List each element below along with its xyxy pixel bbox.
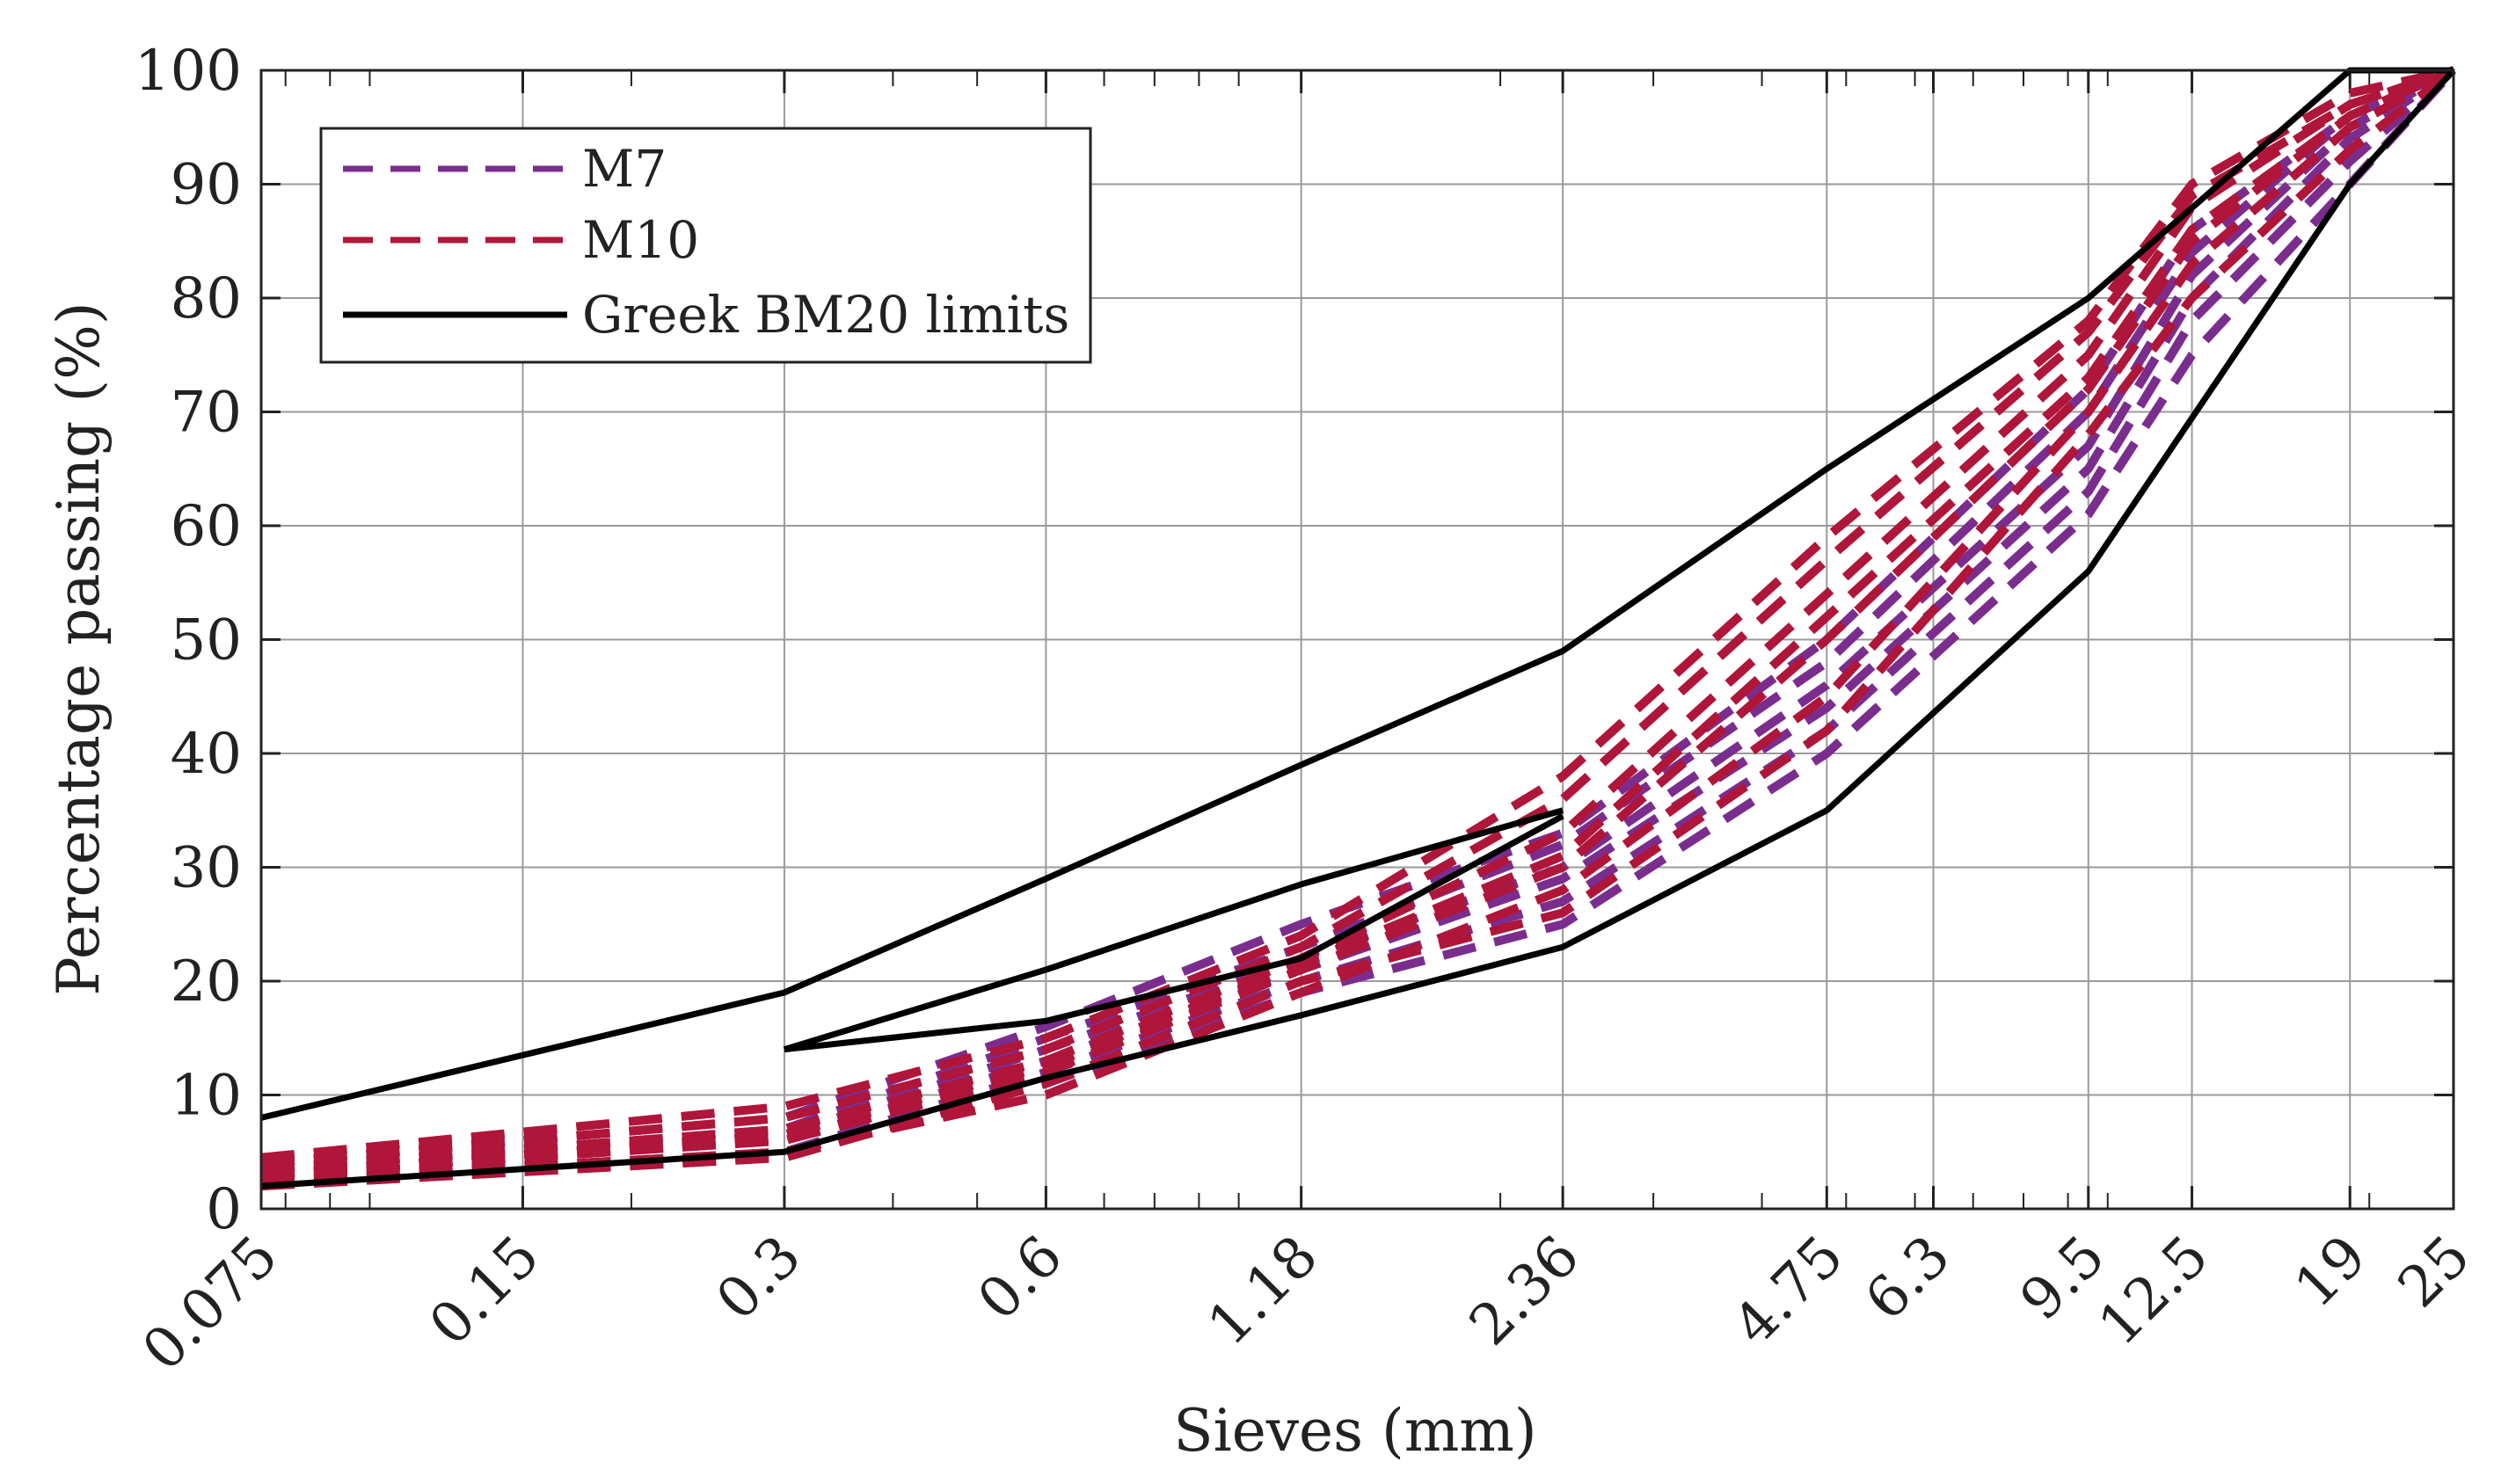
y-tick-label: 60	[171, 494, 242, 559]
series-line-m10	[260, 67, 2457, 1191]
x-tick-label: 4.75	[1722, 1224, 1856, 1358]
x-tick-label: 25	[2386, 1224, 2483, 1320]
x-axis-title: Sieves (mm)	[1173, 1397, 1536, 1465]
legend-label-limits: Greek BM20 limits	[582, 285, 1069, 345]
y-tick-label: 0	[206, 1177, 242, 1242]
x-tick-labels: 0.075 0.15 0.3 0.6 1.18 2.36 4.756.3 9.512.5 19 2…	[130, 1224, 2483, 1384]
x-tick-label: 6.3	[1854, 1224, 1963, 1333]
x-tick-label: 0.075	[130, 1224, 290, 1384]
x-tick-label: 0.6	[966, 1224, 1075, 1333]
x-tick-label: 0.15	[418, 1224, 552, 1358]
y-tick-label: 50	[171, 608, 242, 673]
x-tick-label: 12.5	[2087, 1224, 2221, 1358]
x-tick-label: 2.36	[1457, 1224, 1592, 1358]
y-tick-label: 90	[171, 153, 242, 218]
y-tick-label: 100	[135, 39, 242, 104]
x-tick-label: 0.3	[704, 1224, 813, 1333]
plot-frame	[259, 69, 2455, 1211]
series-line-m10	[260, 66, 2455, 1174]
y-tick-label: 80	[171, 266, 242, 331]
legend: M7 M10 Greek BM20 limits	[319, 127, 1092, 364]
y-tick-label: 30	[171, 836, 242, 901]
y-tick-label: 10	[171, 1064, 242, 1129]
y-tick-label: 20	[171, 949, 242, 1015]
y-tick-label: 70	[171, 381, 242, 446]
limit-line	[784, 813, 1564, 1053]
series-line-m10	[260, 66, 2456, 1180]
limit-line	[783, 807, 1564, 1053]
limit-lines	[260, 67, 2456, 1189]
minor-ticks	[284, 70, 2371, 1209]
y-axis-title: Percentage passing (%)	[45, 302, 113, 995]
y-tick-label: 40	[171, 722, 242, 787]
limit-line	[260, 67, 2454, 1121]
x-tick-label: 1.18	[1196, 1224, 1331, 1358]
series-lines	[260, 66, 2457, 1191]
series-line-m10	[260, 66, 2456, 1180]
series-line-m10	[260, 66, 2455, 1168]
limit-line	[260, 68, 2456, 1189]
legend-label-m7: M7	[582, 139, 667, 199]
legend-label-m10: M10	[582, 210, 699, 270]
y-tick-labels: 0 10 20 30 40 50 60 70 80 90 100	[135, 39, 242, 1242]
x-tick-label: 19	[2283, 1224, 2380, 1320]
